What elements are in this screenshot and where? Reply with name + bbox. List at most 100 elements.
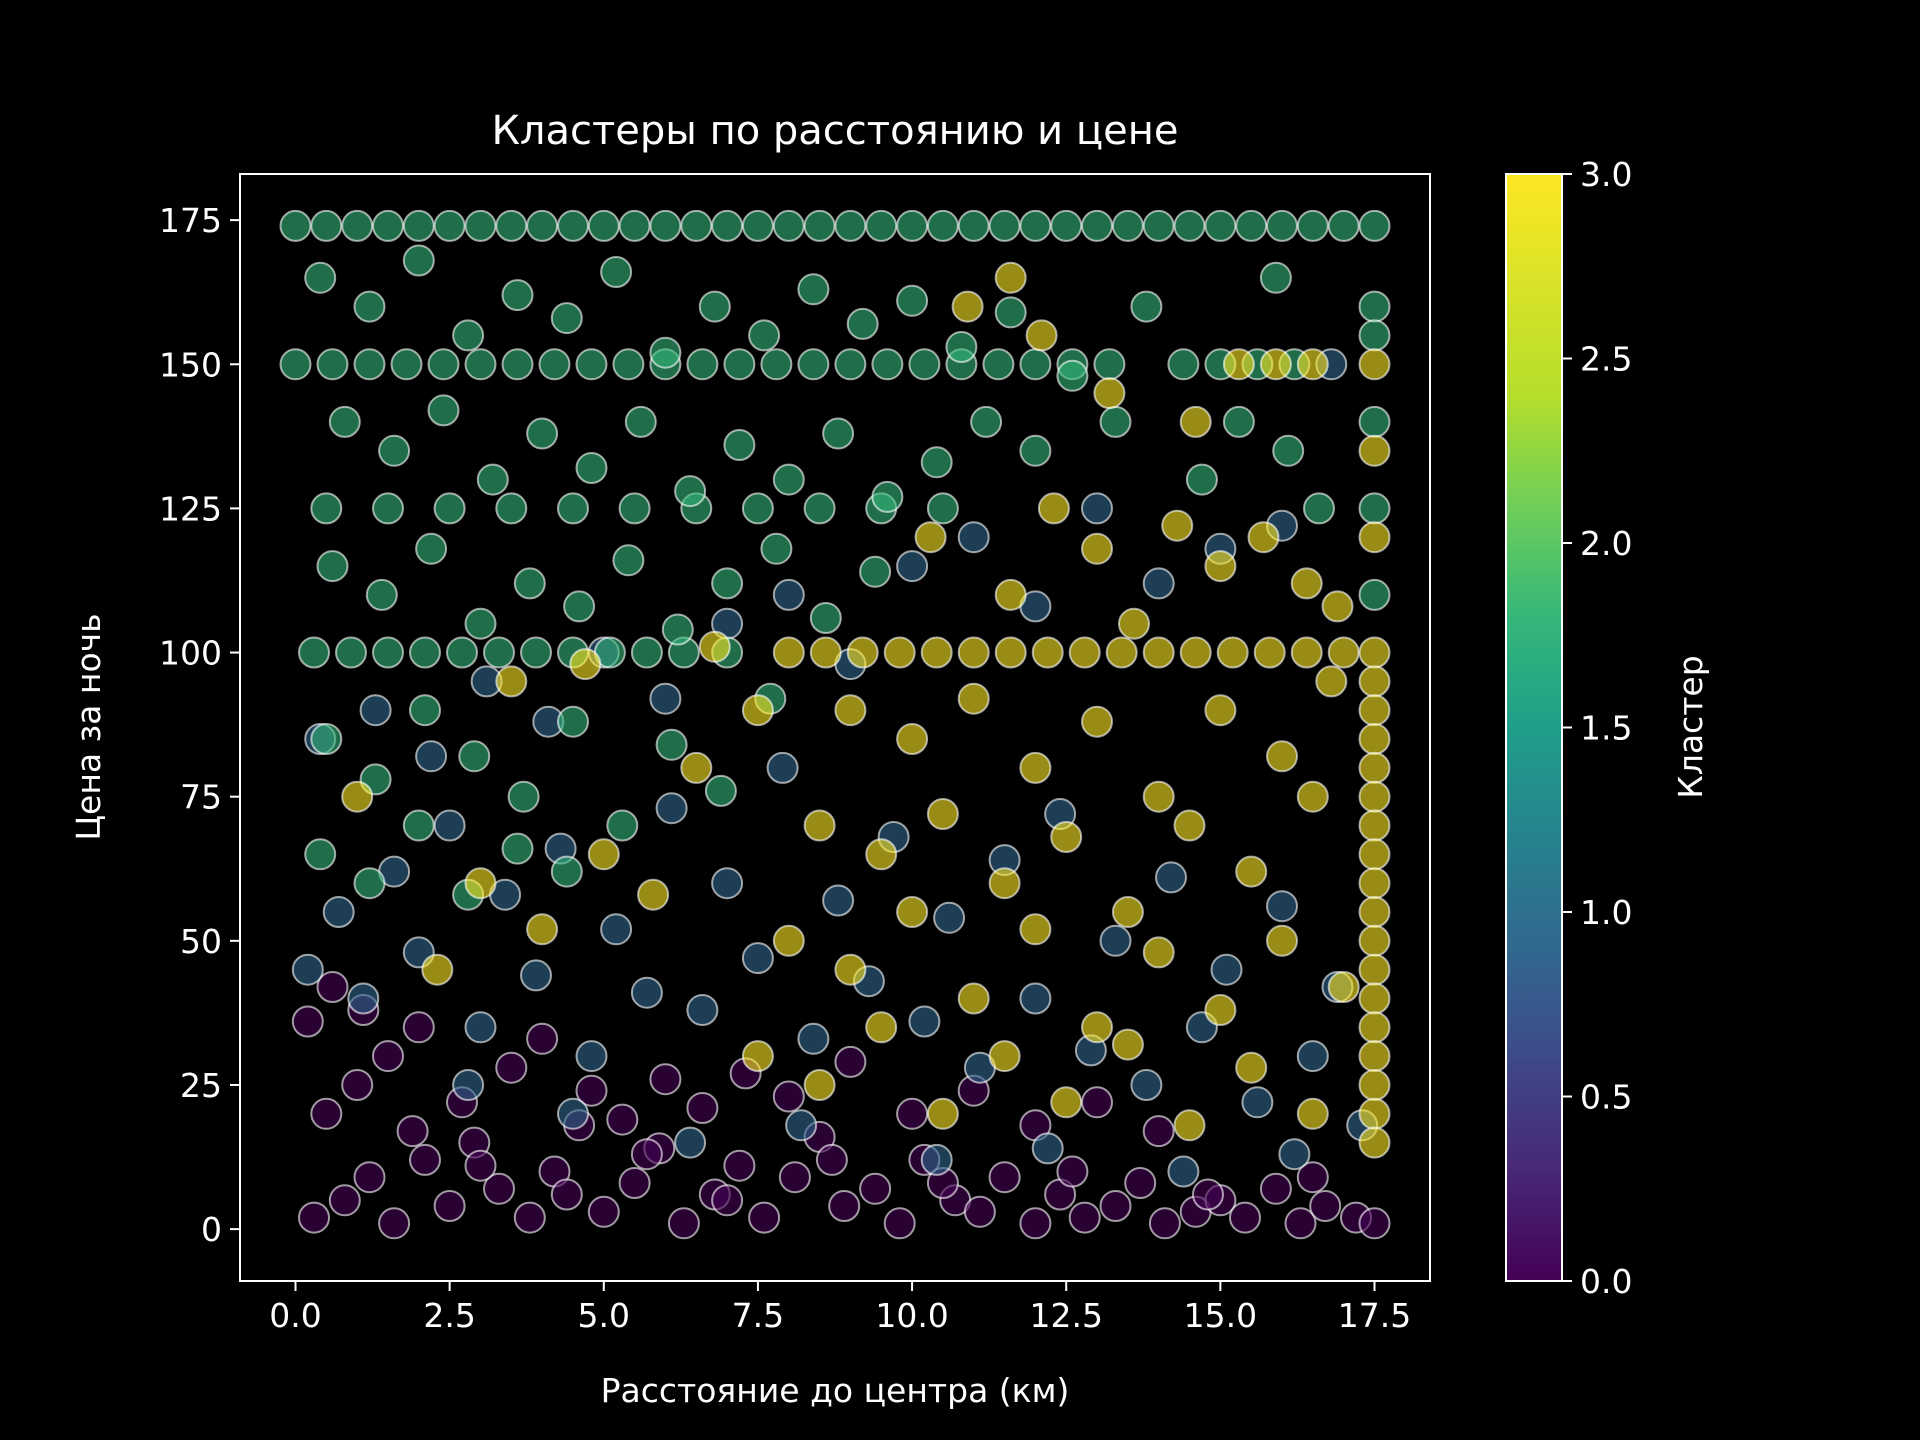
data-point-cluster-2 bbox=[859, 555, 892, 588]
data-point-cluster-2 bbox=[328, 405, 361, 438]
data-point-cluster-2 bbox=[1019, 434, 1052, 467]
data-point-cluster-3 bbox=[1173, 1109, 1206, 1142]
data-point-cluster-2 bbox=[994, 296, 1027, 329]
data-point-cluster-2 bbox=[427, 348, 460, 381]
data-point-cluster-2 bbox=[501, 348, 534, 381]
data-point-cluster-1 bbox=[674, 1126, 707, 1159]
data-point-cluster-1 bbox=[822, 884, 855, 917]
data-point-cluster-3 bbox=[920, 636, 953, 669]
data-point-cluster-0 bbox=[1229, 1201, 1261, 1234]
data-point-cluster-1 bbox=[772, 578, 805, 611]
data-point-cluster-0 bbox=[1056, 1155, 1089, 1188]
data-point-cluster-2 bbox=[1019, 209, 1052, 242]
data-point-cluster-2 bbox=[335, 636, 367, 669]
data-point-cluster-0 bbox=[778, 1161, 811, 1194]
data-point-cluster-2 bbox=[600, 256, 633, 288]
data-point-cluster-3 bbox=[926, 798, 959, 830]
data-point-cluster-3 bbox=[1358, 665, 1391, 698]
data-point-cluster-1 bbox=[347, 982, 380, 1015]
data-point-cluster-2 bbox=[427, 394, 460, 427]
data-point-cluster-1 bbox=[741, 942, 774, 975]
data-point-cluster-0 bbox=[1081, 1086, 1113, 1119]
data-point-cluster-2 bbox=[507, 780, 540, 813]
data-point-cluster-3 bbox=[1111, 1028, 1144, 1061]
data-point-cluster-3 bbox=[1050, 1086, 1083, 1119]
data-point-cluster-2 bbox=[1222, 405, 1255, 438]
data-point-cluster-2 bbox=[446, 636, 478, 669]
data-point-cluster-3 bbox=[526, 913, 559, 946]
data-point-cluster-2 bbox=[606, 809, 639, 842]
colorbar-ticks: 0.0 0.5 1.0 1.5 2.0 2.5 3.0 bbox=[1562, 155, 1632, 1301]
data-point-cluster-3 bbox=[1358, 723, 1391, 755]
x-tick-label: 5.0 bbox=[578, 1296, 630, 1335]
data-point-cluster-2 bbox=[538, 348, 571, 381]
data-point-cluster-3 bbox=[569, 648, 602, 681]
data-point-cluster-2 bbox=[575, 452, 608, 484]
data-point-cluster-2 bbox=[649, 336, 682, 369]
data-point-cluster-2 bbox=[316, 550, 349, 583]
data-point-cluster-3 bbox=[1358, 1126, 1391, 1159]
data-point-cluster-1 bbox=[359, 694, 392, 727]
data-point-cluster-3 bbox=[1111, 896, 1144, 928]
data-point-cluster-0 bbox=[815, 1143, 848, 1176]
data-point-cluster-2 bbox=[353, 867, 386, 900]
data-point-cluster-1 bbox=[1142, 567, 1175, 600]
y-tick-label: 50 bbox=[180, 922, 222, 961]
data-point-cluster-1 bbox=[433, 809, 466, 842]
data-point-cluster-2 bbox=[772, 463, 805, 496]
data-point-cluster-2 bbox=[304, 261, 337, 294]
points-layer bbox=[279, 209, 1391, 1240]
data-point-cluster-0 bbox=[896, 1097, 929, 1130]
data-point-cluster-3 bbox=[1253, 636, 1286, 669]
data-point-cluster-3 bbox=[1179, 636, 1212, 669]
data-point-cluster-2 bbox=[1099, 405, 1132, 438]
data-point-cluster-2 bbox=[402, 209, 435, 242]
data-point-cluster-2 bbox=[1358, 319, 1391, 352]
x-tick-label: 7.5 bbox=[732, 1296, 784, 1335]
data-point-cluster-3 bbox=[1290, 636, 1323, 669]
data-point-cluster-0 bbox=[1124, 1167, 1157, 1199]
data-point-cluster-2 bbox=[945, 331, 978, 363]
data-point-cluster-3 bbox=[1179, 405, 1212, 438]
data-point-cluster-3 bbox=[1327, 971, 1360, 1003]
data-point-cluster-2 bbox=[970, 405, 1003, 438]
data-point-cluster-1 bbox=[649, 682, 682, 715]
data-point-cluster-2 bbox=[353, 348, 386, 381]
data-point-cluster-0 bbox=[328, 1184, 361, 1217]
data-point-cluster-3 bbox=[1142, 780, 1175, 813]
data-point-cluster-3 bbox=[1358, 1097, 1391, 1130]
data-point-cluster-2 bbox=[1130, 290, 1163, 323]
data-point-cluster-2 bbox=[698, 290, 731, 323]
data-point-cluster-1 bbox=[920, 1143, 953, 1176]
data-point-cluster-3 bbox=[1050, 821, 1083, 853]
colorbar-tick-label: 2.0 bbox=[1580, 524, 1632, 563]
data-point-cluster-2 bbox=[723, 429, 756, 461]
data-point-cluster-3 bbox=[1358, 953, 1391, 986]
data-point-cluster-3 bbox=[1358, 434, 1391, 467]
data-point-cluster-2 bbox=[433, 492, 466, 525]
data-point-cluster-2 bbox=[1235, 209, 1268, 242]
data-point-cluster-3 bbox=[741, 694, 774, 727]
data-point-cluster-3 bbox=[1358, 809, 1391, 842]
data-point-cluster-2 bbox=[896, 284, 929, 317]
data-point-cluster-3 bbox=[803, 1069, 836, 1101]
data-point-cluster-2 bbox=[723, 348, 756, 381]
data-point-cluster-3 bbox=[1259, 348, 1292, 381]
data-point-cluster-0 bbox=[402, 1011, 435, 1044]
colorbar-tick-label: 3.0 bbox=[1580, 155, 1632, 194]
data-point-cluster-0 bbox=[587, 1195, 620, 1228]
data-point-cluster-2 bbox=[908, 348, 941, 381]
data-point-cluster-3 bbox=[741, 1040, 774, 1073]
data-point-cluster-3 bbox=[994, 578, 1027, 611]
data-point-cluster-3 bbox=[1315, 665, 1348, 698]
data-point-cluster-2 bbox=[310, 723, 343, 755]
data-point-cluster-3 bbox=[1037, 492, 1070, 525]
data-point-cluster-2 bbox=[1185, 463, 1218, 496]
data-point-cluster-2 bbox=[809, 602, 842, 634]
y-axis: 0 25 50 75 100 125 150 175 bbox=[159, 201, 240, 1249]
data-point-cluster-1 bbox=[785, 1109, 818, 1142]
data-point-cluster-1 bbox=[291, 953, 324, 986]
data-point-cluster-2 bbox=[464, 209, 497, 242]
x-tick-label: 0.0 bbox=[269, 1296, 321, 1335]
x-axis-title: Расстояние до центра (км) bbox=[601, 1371, 1070, 1410]
